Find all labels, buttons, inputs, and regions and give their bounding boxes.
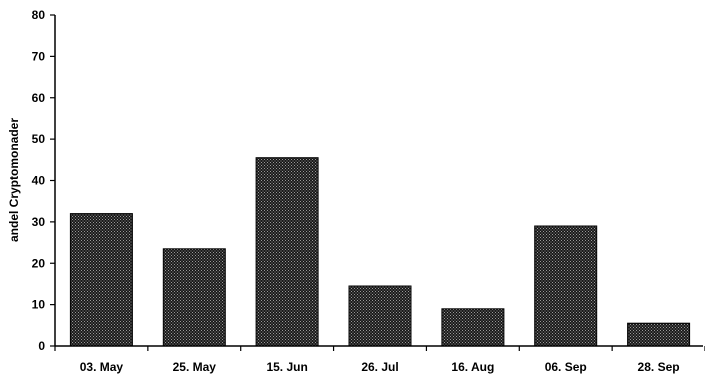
x-tick-label-2: 15. Jun xyxy=(266,360,307,374)
x-tick-label-6: 28. Sep xyxy=(638,360,680,374)
labels-group: 0 10 20 30 40 50 60 70 80 03. May 25. May 15. Jun 26… xyxy=(32,8,680,374)
bar-0 xyxy=(69,213,133,347)
x-tick-label-1: 25. May xyxy=(173,360,217,374)
bars-group xyxy=(69,157,691,347)
x-tick-label-0: 03. May xyxy=(80,360,124,374)
y-tick-label-1: 10 xyxy=(32,298,46,312)
bar-2 xyxy=(255,157,319,347)
y-tick-label-0: 0 xyxy=(38,339,45,353)
y-tick-label-7: 70 xyxy=(32,49,46,63)
x-tick-label-4: 16. Aug xyxy=(451,360,494,374)
bar-6 xyxy=(627,322,691,347)
x-tick-label-5: 06. Sep xyxy=(545,360,587,374)
y-tick-label-8: 80 xyxy=(32,8,46,22)
bar-4 xyxy=(441,308,505,347)
y-tick-label-2: 20 xyxy=(32,256,46,270)
bar-3 xyxy=(348,285,412,347)
y-tick-label-6: 60 xyxy=(32,91,46,105)
y-tick-label-5: 50 xyxy=(32,132,46,146)
bar-1 xyxy=(162,248,226,347)
y-tick-label-4: 40 xyxy=(32,174,46,188)
x-tick-label-3: 26. Jul xyxy=(361,360,398,374)
bar-5 xyxy=(534,225,598,347)
axes-group xyxy=(50,14,705,351)
y-tick-label-3: 30 xyxy=(32,215,46,229)
y-axis-title: andel Cryptomonader xyxy=(7,118,21,242)
